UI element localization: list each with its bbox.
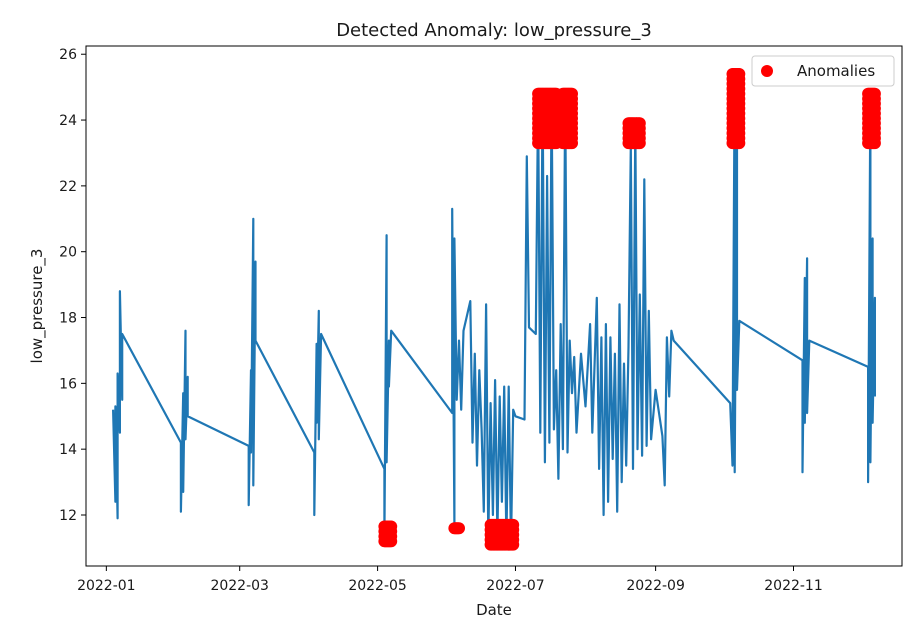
anomaly-point	[868, 87, 881, 100]
x-tick-label: 2022-05	[348, 578, 407, 594]
plot-frame	[85, 45, 903, 567]
anomaly-point	[566, 87, 578, 100]
anomaly-cluster	[862, 87, 881, 150]
anomaly-point	[453, 522, 465, 535]
x-tick-label: 2022-11	[764, 578, 823, 594]
x-tick-label: 2022-09	[626, 578, 685, 594]
anomaly-cluster	[726, 68, 746, 150]
anomaly-cluster	[622, 117, 646, 150]
y-tick-label: 20	[59, 245, 77, 261]
legend-label-anomalies: Anomalies	[797, 62, 875, 80]
y-tick-label: 14	[59, 442, 77, 458]
x-tick-label: 2022-01	[77, 578, 136, 594]
anomaly-cluster	[556, 87, 578, 150]
anomaly-point	[385, 520, 398, 533]
y-tick-label: 26	[59, 47, 77, 63]
anomaly-cluster	[532, 87, 563, 150]
anomaly-cluster	[484, 518, 520, 551]
anomaly-cluster	[448, 522, 465, 535]
plot-area	[112, 68, 881, 551]
y-tick-label: 22	[59, 179, 77, 195]
legend: Anomalies	[751, 55, 895, 87]
y-tick-label: 12	[59, 508, 77, 524]
series-line	[112, 69, 876, 546]
x-axis: 2022-01 2022-03 2022-05 2022-07 2022-09 2022-…	[77, 566, 823, 594]
y-axis: 12 14 16 18 20 22 24 26	[59, 47, 86, 524]
y-tick-label: 18	[59, 311, 77, 327]
legend-frame	[751, 55, 895, 87]
legend-marker	[761, 65, 773, 77]
y-tick-label: 24	[59, 113, 77, 129]
anomaly-point	[633, 117, 646, 130]
anomaly-cluster	[378, 520, 398, 548]
x-tick-label: 2022-07	[486, 578, 545, 594]
x-tick-label: 2022-03	[210, 578, 269, 594]
y-tick-label: 16	[59, 376, 77, 392]
anomaly-point	[733, 68, 746, 80]
chart-title: Detected Anomaly: low_pressure_3	[336, 20, 652, 41]
x-axis-label: Date	[476, 601, 512, 619]
y-axis-label: low_pressure_3	[28, 249, 47, 364]
anomaly-point	[507, 518, 520, 531]
